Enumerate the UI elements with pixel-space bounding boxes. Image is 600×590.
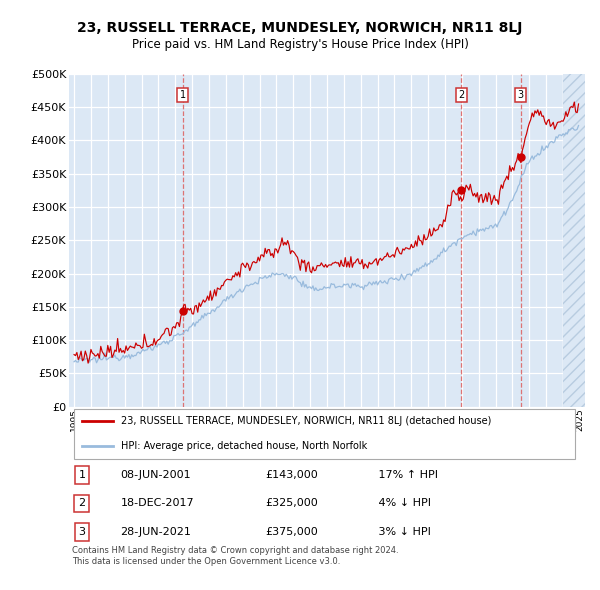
Text: £375,000: £375,000	[265, 527, 318, 537]
Text: 18-DEC-2017: 18-DEC-2017	[121, 499, 194, 509]
Bar	[563, 74, 585, 407]
Text: £325,000: £325,000	[265, 499, 318, 509]
Text: 23, RUSSELL TERRACE, MUNDESLEY, NORWICH, NR11 8LJ: 23, RUSSELL TERRACE, MUNDESLEY, NORWICH,…	[77, 21, 523, 35]
Text: 2: 2	[79, 499, 85, 509]
Bar	[563, 74, 585, 407]
Text: 1: 1	[179, 90, 186, 100]
Text: 3% ↓ HPI: 3% ↓ HPI	[368, 527, 431, 537]
Text: Price paid vs. HM Land Registry's House Price Index (HPI): Price paid vs. HM Land Registry's House …	[131, 38, 469, 51]
Text: 23, RUSSELL TERRACE, MUNDESLEY, NORWICH, NR11 8LJ (detached house): 23, RUSSELL TERRACE, MUNDESLEY, NORWICH,…	[121, 417, 491, 427]
Text: £143,000: £143,000	[265, 470, 318, 480]
Text: 4% ↓ HPI: 4% ↓ HPI	[368, 499, 431, 509]
Text: 08-JUN-2001: 08-JUN-2001	[121, 470, 191, 480]
Text: 3: 3	[518, 90, 524, 100]
Text: Contains HM Land Registry data © Crown copyright and database right 2024.
This d: Contains HM Land Registry data © Crown c…	[71, 546, 398, 566]
Text: 3: 3	[79, 527, 85, 537]
FancyBboxPatch shape	[74, 409, 575, 458]
Text: 17% ↑ HPI: 17% ↑ HPI	[368, 470, 438, 480]
Text: 2: 2	[458, 90, 464, 100]
Text: 28-JUN-2021: 28-JUN-2021	[121, 527, 191, 537]
Text: HPI: Average price, detached house, North Norfolk: HPI: Average price, detached house, Nort…	[121, 441, 367, 451]
Text: 1: 1	[79, 470, 85, 480]
